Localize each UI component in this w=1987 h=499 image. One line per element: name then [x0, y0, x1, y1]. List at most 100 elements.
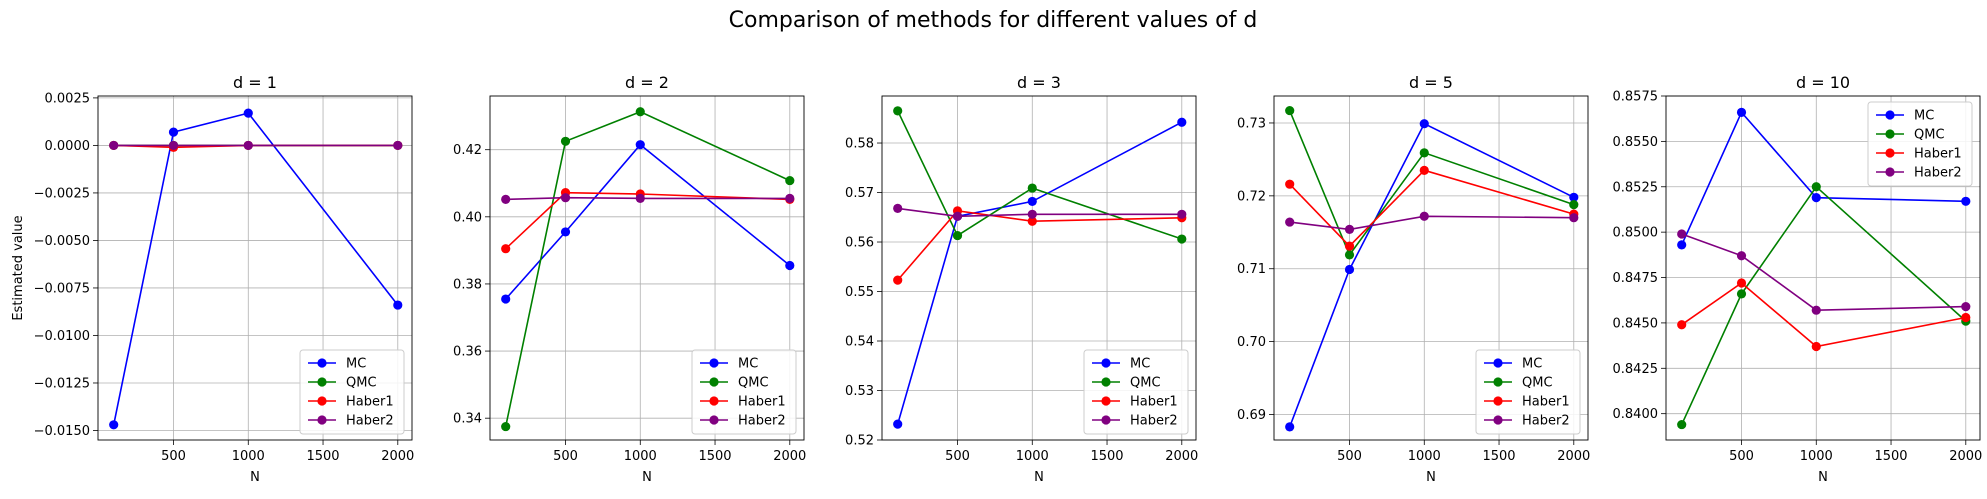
series-line-mc: [1288, 122, 1575, 428]
data-point-qmc: [1177, 234, 1187, 244]
legend-label: MC: [346, 357, 366, 372]
y-tick-label: 0.8575: [1613, 90, 1659, 105]
data-point-haber2: [1419, 211, 1429, 221]
data-point-haber2: [1285, 217, 1295, 227]
legend-label: MC: [738, 357, 758, 372]
y-tick-label: 0.8525: [1613, 180, 1659, 195]
data-point-mc: [501, 294, 511, 304]
x-tick-label: 1000: [1800, 449, 1833, 464]
y-tick-label: 0.54: [845, 335, 874, 350]
series-line-haber1: [505, 191, 790, 250]
legend-marker: [317, 377, 327, 387]
data-point-haber2: [168, 140, 179, 151]
data-point-haber2: [893, 203, 903, 213]
data-point-mc: [1677, 240, 1687, 250]
data-point-mc: [1285, 422, 1295, 432]
axes-frame: [1273, 95, 1589, 441]
legend-marker: [709, 415, 719, 425]
data-point-haber1: [501, 244, 511, 254]
legend-label: QMC: [346, 376, 377, 391]
data-point-mc: [168, 127, 179, 137]
y-tick-label: 0.34: [453, 412, 482, 427]
legend-marker: [1493, 396, 1503, 406]
y-tick-label: 0.38: [453, 277, 482, 292]
data-point-haber2: [1344, 224, 1355, 234]
data-point-haber1: [1677, 320, 1687, 330]
x-tick-label: 1000: [1408, 449, 1441, 464]
y-tick-label: 0.0000: [45, 139, 91, 154]
legend-box: [1083, 349, 1189, 435]
x-tick-label: 2000: [773, 449, 806, 464]
legend-label: MC: [1914, 109, 1934, 124]
legend-label: Haber1: [346, 395, 394, 410]
legend-marker: [1101, 415, 1111, 425]
series-line-haber2: [505, 196, 790, 201]
data-point-mc: [1811, 193, 1821, 203]
x-axis-label: N: [1426, 470, 1436, 485]
x-tick-label: 1000: [624, 449, 657, 464]
legend-marker: [1493, 358, 1503, 368]
subplot-title: d = 5: [1409, 73, 1453, 92]
data-point-mc: [109, 420, 119, 430]
legend-marker: [709, 396, 719, 406]
x-tick-label: 1500: [1482, 449, 1515, 464]
data-point-haber2: [243, 140, 253, 151]
data-point-mc: [785, 260, 795, 271]
legend: MC QMC Haber1 Haber2: [691, 349, 797, 435]
series-line-mc: [112, 112, 399, 425]
legend-marker: [1101, 396, 1111, 406]
x-tick-label: 500: [161, 449, 186, 464]
x-axis-label: N: [1818, 470, 1828, 485]
x-tick-label: 2000: [1165, 449, 1198, 464]
series-line-haber1: [897, 209, 1182, 281]
data-point-qmc: [1736, 289, 1747, 299]
legend-label: Haber1: [1522, 395, 1570, 410]
series-line-qmc: [1680, 185, 1967, 425]
legend: MC QMC Haber1 Haber2: [1475, 349, 1581, 435]
figure-suptitle: Comparison of methods for different valu…: [729, 8, 1258, 33]
data-point-qmc: [1569, 199, 1579, 210]
legend-marker: [1885, 129, 1895, 139]
legend-label: Haber2: [346, 414, 394, 429]
y-tick-label: 0.73: [1237, 116, 1266, 131]
legend-marker: [709, 377, 719, 387]
data-point-qmc: [1677, 419, 1687, 430]
legend-box: [1867, 101, 1973, 187]
data-point-haber2: [109, 140, 119, 151]
data-point-mc: [393, 300, 403, 310]
data-point-mc: [893, 419, 903, 429]
x-tick-label: 1000: [1016, 449, 1049, 464]
data-point-haber2: [1811, 305, 1821, 315]
axes-frame: [97, 95, 413, 441]
legend-marker: [1493, 415, 1503, 425]
x-tick-label: 1500: [698, 449, 731, 464]
data-point-mc: [560, 227, 571, 237]
legend-marker: [317, 358, 327, 368]
data-point-mc: [635, 140, 645, 150]
data-point-haber2: [1177, 209, 1187, 219]
legend-box: [691, 349, 797, 435]
data-point-haber2: [1677, 229, 1687, 239]
legend-label: QMC: [1130, 376, 1161, 391]
legend-label: Haber1: [1130, 395, 1178, 410]
series-line-haber1: [1681, 281, 1966, 348]
series-line-haber2: [1289, 215, 1574, 231]
legend-label: Haber2: [1522, 414, 1570, 429]
data-point-haber1: [1961, 312, 1971, 323]
x-tick-label: 1000: [232, 449, 265, 464]
x-tick-label: 500: [1337, 449, 1362, 464]
y-tick-label: −0.0100: [34, 329, 90, 344]
legend-label: Haber2: [1914, 166, 1962, 181]
data-point-haber1: [1811, 341, 1821, 352]
legend-label: QMC: [738, 376, 769, 391]
legend-label: MC: [1130, 357, 1150, 372]
data-point-qmc: [635, 107, 645, 117]
data-point-haber1: [1027, 216, 1037, 226]
data-point-haber2: [1027, 209, 1037, 219]
y-tick-label: 0.8400: [1613, 407, 1659, 422]
y-tick-label: 0.8500: [1613, 226, 1659, 241]
data-point-haber1: [1344, 241, 1355, 251]
series-line-haber2: [897, 207, 1182, 218]
y-tick-label: 0.52: [845, 434, 874, 449]
